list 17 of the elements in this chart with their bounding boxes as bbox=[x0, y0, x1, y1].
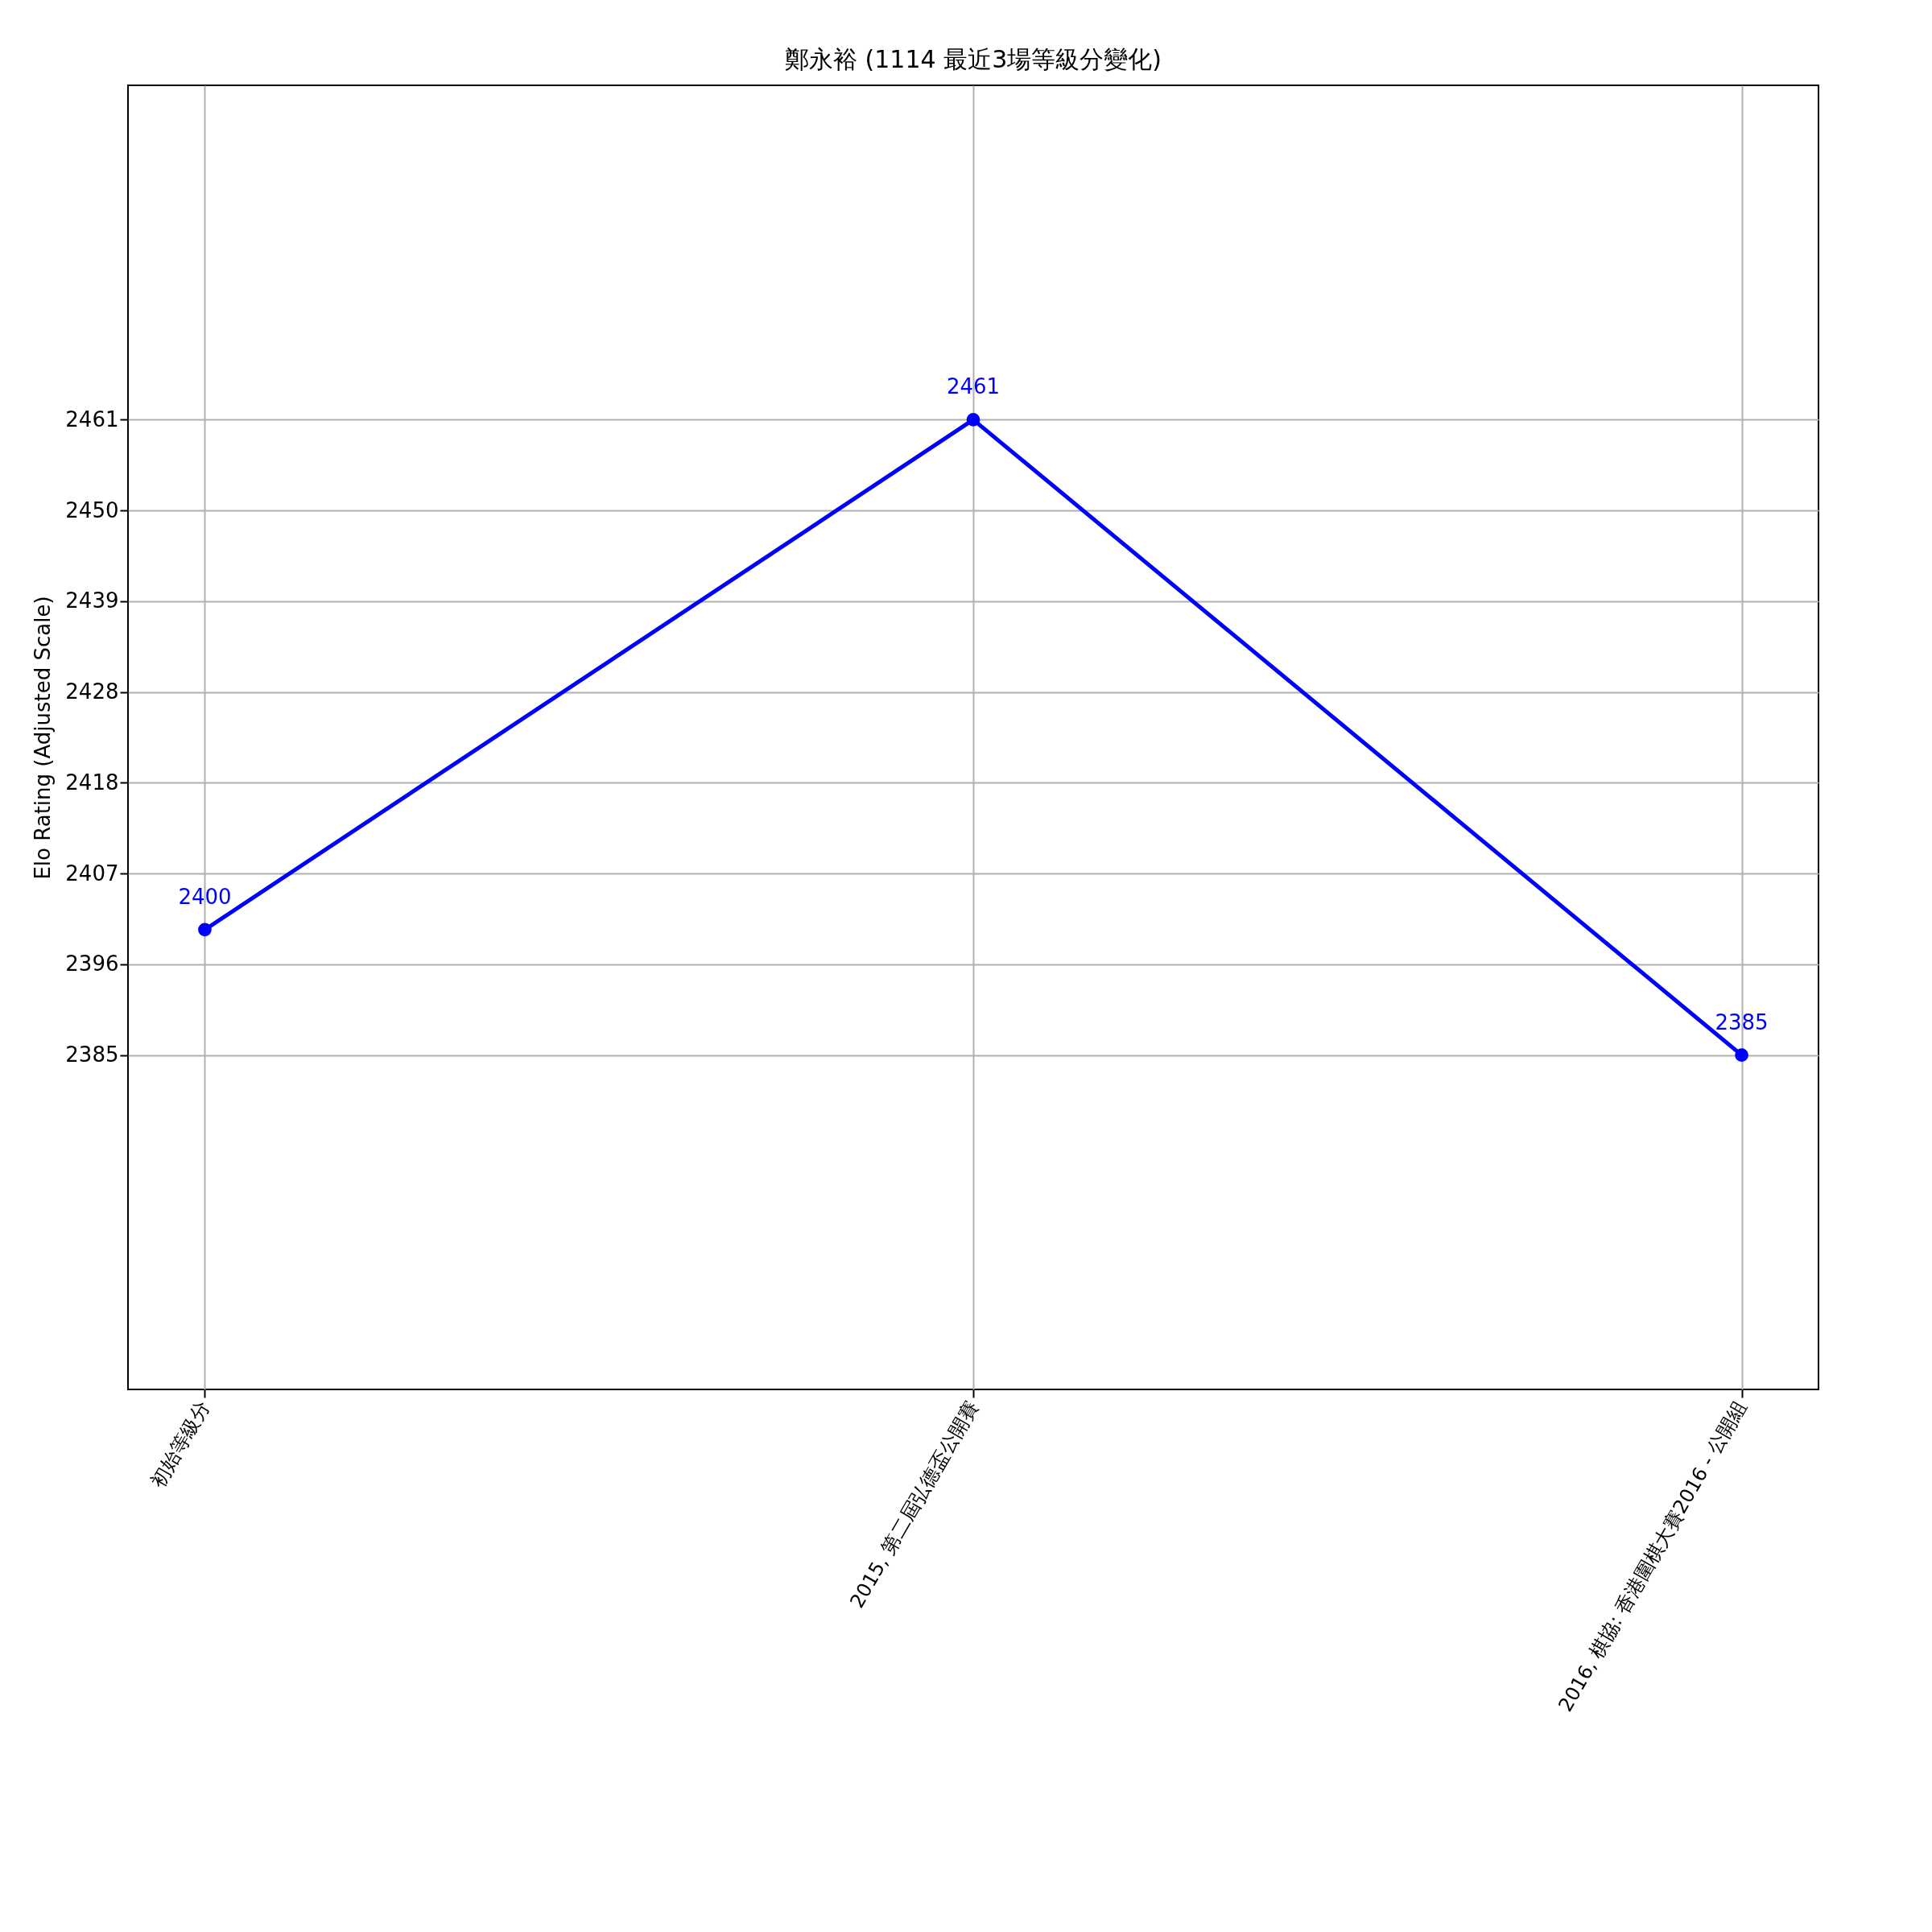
y-tick-label: 2461 bbox=[65, 407, 119, 431]
chart-title: 鄭永裕 (1114 最近3場等級分變化) bbox=[785, 45, 1162, 73]
point bbox=[966, 413, 980, 427]
y-tick-label: 2396 bbox=[65, 952, 119, 976]
y-tick-label: 2439 bbox=[65, 588, 119, 613]
y-tick-label: 2428 bbox=[65, 679, 119, 704]
point bbox=[198, 923, 212, 937]
x-tick-label: 初始等級分 bbox=[146, 1397, 215, 1492]
y-axis-title: Elo Rating (Adjusted Scale) bbox=[31, 596, 56, 880]
y-tick-label: 2418 bbox=[65, 770, 119, 795]
data-label: 2461 bbox=[946, 374, 1001, 399]
y-tick-label: 2450 bbox=[65, 497, 119, 522]
data-label: 2400 bbox=[178, 884, 232, 909]
point bbox=[1735, 1048, 1748, 1062]
data-label: 2385 bbox=[1715, 1009, 1769, 1034]
y-tick-label: 2385 bbox=[65, 1042, 119, 1067]
y-tick-label: 2407 bbox=[65, 861, 119, 886]
